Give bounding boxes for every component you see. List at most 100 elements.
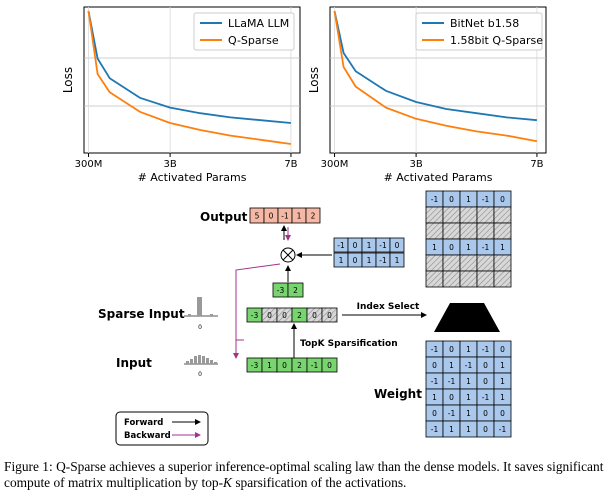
diagram-legend-box xyxy=(115,411,209,446)
svg-text:1: 1 xyxy=(466,345,471,354)
backward-path xyxy=(235,263,281,341)
svg-text:1: 1 xyxy=(500,377,505,386)
weight-cell: 0 xyxy=(425,356,444,374)
legend-forward-label: Forward xyxy=(124,418,163,428)
input-cell: 0 xyxy=(276,357,293,373)
weight-cell: 1 xyxy=(425,388,444,406)
top-matrix-cell: 1 xyxy=(459,238,478,256)
legend-label-bitnet: BitNet b1.58 xyxy=(450,17,519,30)
svg-text:0: 0 xyxy=(327,361,332,370)
selected-cell: -1 xyxy=(333,237,349,253)
svg-text:1: 1 xyxy=(449,425,454,434)
sparse-value-cell: -3 xyxy=(272,282,289,298)
svg-text:1: 1 xyxy=(466,195,471,204)
svg-text:1: 1 xyxy=(367,256,372,265)
top-matrix-cell: -1 xyxy=(476,238,495,256)
svg-text:0: 0 xyxy=(327,311,332,320)
top-matrix-cell xyxy=(425,222,444,240)
chart-llama-vs-qsparse: 300M 3B 7B Loss # Activated Params LLaMA L… xyxy=(61,6,301,184)
top-matrix-cell: 0 xyxy=(442,190,461,208)
sparse-input-cell: 0 xyxy=(306,307,323,323)
svg-text:1: 1 xyxy=(466,409,471,418)
selected-weight-rows: -1 0 1 -1 01 0 1 -1 1 xyxy=(333,237,405,268)
x-tick-label: 7B xyxy=(530,159,543,170)
x-tick-label: 7B xyxy=(284,159,297,170)
svg-text:1: 1 xyxy=(449,361,454,370)
svg-text:1: 1 xyxy=(466,393,471,402)
x-tick-label: 300M xyxy=(321,159,349,170)
weight-cell: 0 xyxy=(425,404,444,422)
input-hist-zero: 0 xyxy=(198,371,202,378)
svg-text:0: 0 xyxy=(449,345,454,354)
top-matrix-cell xyxy=(459,206,478,224)
input-histogram: 0 xyxy=(184,355,218,378)
svg-text:-1: -1 xyxy=(431,195,439,204)
weight-cell: 1 xyxy=(493,356,512,374)
sparse-nonzero-values: -3 2 xyxy=(272,282,304,298)
top-matrix-cell xyxy=(493,206,512,224)
svg-text:0: 0 xyxy=(395,241,400,250)
top-matrix-cell xyxy=(476,270,495,288)
svg-text:1: 1 xyxy=(466,425,471,434)
weight-cell: -1 xyxy=(425,420,444,438)
svg-text:0: 0 xyxy=(500,409,505,418)
top-matrix-cell xyxy=(493,254,512,272)
svg-text:-1: -1 xyxy=(448,377,456,386)
svg-text:-1: -1 xyxy=(482,393,490,402)
top-matrix-cell: -1 xyxy=(425,190,444,208)
weight-matrix-top: -1 0 1 -1 0 1 0 1 -1 1 xyxy=(425,190,512,288)
sparse-input-cell: 0 xyxy=(261,307,278,323)
weight-cell: 0 xyxy=(442,340,461,358)
selected-cell: 0 xyxy=(347,252,363,268)
weight-cell: 0 xyxy=(493,404,512,422)
weight-cell: 0 xyxy=(442,388,461,406)
top-matrix-cell xyxy=(425,254,444,272)
weight-cell: 1 xyxy=(459,372,478,390)
selected-cell: 0 xyxy=(347,237,363,253)
weight-cell: -1 xyxy=(442,372,461,390)
svg-text:1: 1 xyxy=(432,393,437,402)
input-label: Input xyxy=(116,356,152,370)
legend-label-158-qsparse: 1.58bit Q-Sparse xyxy=(450,34,543,47)
legend-box xyxy=(415,12,543,51)
sparse-input-cell: 2 xyxy=(291,307,308,323)
svg-text:0: 0 xyxy=(449,243,454,252)
input-vector: -3 1 0 2 -1 0 xyxy=(246,357,338,373)
weight-cell: 1 xyxy=(459,388,478,406)
svg-text:0: 0 xyxy=(269,212,274,221)
x-tick-label: 3B xyxy=(163,159,176,170)
svg-text:1: 1 xyxy=(297,212,302,221)
series-line-1 xyxy=(87,10,292,145)
x-axis-label: # Activated Params xyxy=(384,171,493,184)
svg-text:1: 1 xyxy=(339,256,344,265)
legend: LLaMA LLM Q-Sparse xyxy=(193,12,295,51)
sparse-input-cell: -3 xyxy=(246,307,263,323)
top-matrix-cell xyxy=(476,206,495,224)
selected-cell: -1 xyxy=(375,237,391,253)
top-matrix-cell: 0 xyxy=(493,190,512,208)
svg-text:0: 0 xyxy=(353,241,358,250)
chart-bitnet-vs-qsparse: 300M 3B 7B Loss # Activated Params BitNet … xyxy=(307,6,547,184)
top-matrix-cell xyxy=(442,222,461,240)
top-matrix-cell xyxy=(459,222,478,240)
output-label: Output xyxy=(200,210,248,224)
svg-text:0: 0 xyxy=(432,409,437,418)
svg-text:-1: -1 xyxy=(448,409,456,418)
svg-text:1: 1 xyxy=(395,256,400,265)
top-matrix-cell xyxy=(442,254,461,272)
plot-frame xyxy=(83,6,301,154)
selected-cell: 1 xyxy=(361,237,377,253)
weight-cell: 0 xyxy=(476,404,495,422)
input-cell: 2 xyxy=(291,357,308,373)
index-selector-trapezoid xyxy=(434,303,500,332)
weight-cell: 1 xyxy=(442,356,461,374)
svg-text:-3: -3 xyxy=(251,361,259,370)
top-matrix-cell xyxy=(493,222,512,240)
top-matrix-cell: -1 xyxy=(476,190,495,208)
figure-1: 300M 3B 7B Loss # Activated Params LLaMA L… xyxy=(61,6,547,446)
output-cell: -1 xyxy=(277,207,293,224)
selected-cell: 0 xyxy=(389,237,405,253)
svg-text:0: 0 xyxy=(282,361,287,370)
weight-cell: -1 xyxy=(476,388,495,406)
legend-label-qsparse: Q-Sparse xyxy=(228,34,279,47)
